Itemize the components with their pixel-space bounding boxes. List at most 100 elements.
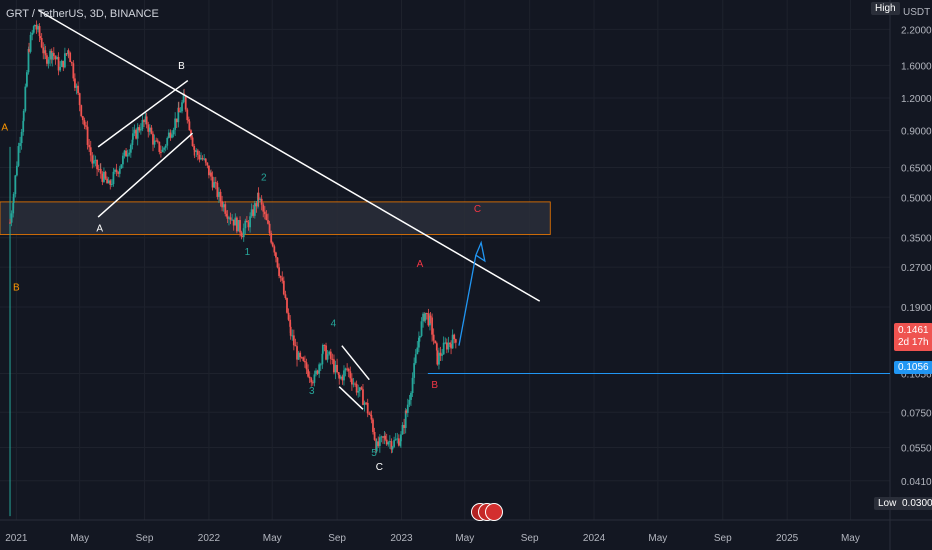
candle-body	[377, 441, 380, 446]
bar-countdown: 2d 17h	[898, 337, 929, 348]
candle-body	[349, 371, 352, 379]
y-tick-label: 0.6500	[901, 164, 932, 175]
wave-label: 3	[309, 386, 315, 397]
candle-body	[241, 236, 244, 238]
candle-body	[319, 364, 322, 366]
candlestick-series	[9, 20, 457, 517]
candle-body	[112, 171, 115, 185]
wave-label: B	[13, 282, 20, 293]
candle-body	[368, 413, 371, 415]
candle-body	[141, 119, 144, 130]
candle-body	[390, 441, 393, 450]
y-tick-label: 0.1056	[901, 370, 932, 381]
x-tick-label: Sep	[328, 533, 346, 544]
candle-body	[52, 52, 55, 57]
candle-body	[163, 147, 165, 150]
candle-body	[292, 335, 295, 346]
candle-body	[139, 129, 142, 131]
candle-body	[136, 127, 139, 139]
candle-body	[59, 66, 62, 71]
candle-body	[307, 369, 309, 377]
candle-body	[12, 202, 15, 214]
candle-body	[300, 357, 303, 359]
candle-body	[218, 191, 220, 197]
candle-body	[245, 220, 248, 223]
candle-body	[184, 95, 187, 110]
candle-body	[74, 78, 76, 88]
wave-label: C	[376, 462, 383, 473]
candle-body	[382, 436, 384, 438]
candle-body	[188, 121, 191, 131]
y-tick-label: 0.3500	[901, 234, 932, 245]
x-tick-label: May	[841, 533, 860, 544]
time-axis[interactable]: 2021 May Sep 2022 May Sep 2023 May Sep 2024 May Sep…	[5, 533, 860, 544]
candle-body	[294, 345, 297, 347]
candle-body	[450, 344, 452, 349]
x-tick-label: May	[70, 533, 89, 544]
candle-body	[54, 56, 57, 60]
candle-body	[427, 313, 430, 326]
candle-body	[94, 159, 97, 161]
candle-body	[93, 160, 95, 164]
candle-body	[179, 111, 182, 113]
candle-body	[123, 150, 126, 156]
candle-body	[328, 351, 331, 355]
x-tick-label: Sep	[714, 533, 732, 544]
candle-body	[297, 352, 300, 360]
candle-body	[86, 126, 89, 145]
candle-body	[47, 59, 50, 64]
candle-body	[200, 158, 202, 160]
candle-body	[362, 389, 364, 405]
candle-body	[96, 159, 98, 170]
candle-body	[257, 192, 260, 200]
candle-body	[355, 383, 358, 393]
candle-body	[279, 275, 282, 278]
candle-body	[406, 404, 409, 413]
candle-body	[435, 343, 438, 351]
candle-body	[125, 150, 127, 157]
candle-body	[126, 154, 129, 157]
event-icon[interactable]	[485, 503, 503, 521]
candle-body	[331, 358, 334, 360]
candle-body	[83, 120, 86, 126]
candle-body	[334, 364, 337, 373]
candle-body	[91, 155, 94, 164]
candle-body	[29, 34, 32, 52]
candle-body	[229, 217, 232, 220]
candle-body	[70, 62, 73, 64]
candle-body	[396, 438, 399, 440]
chart-title: GRT / TetherUS, 3D, BINANCE	[6, 8, 159, 20]
candle-body	[158, 141, 161, 152]
price-axis[interactable]: 2.2000 1.6000 1.2000 0.9000 0.6500 0.5000 0.35…	[901, 25, 932, 487]
candle-body	[267, 220, 269, 224]
candle-body	[429, 315, 432, 318]
candle-body	[37, 26, 39, 30]
y-tick-label: 0.0750	[901, 408, 932, 419]
candle-body	[240, 232, 243, 237]
x-tick-label: May	[648, 533, 667, 544]
candle-body	[167, 132, 170, 138]
candle-body	[339, 376, 342, 379]
candle-body	[210, 172, 212, 177]
candle-body	[394, 439, 397, 441]
candle-body	[152, 133, 154, 145]
candle-body	[235, 217, 238, 232]
resistance-zone	[0, 201, 551, 235]
candle-body	[72, 63, 75, 79]
candle-body	[60, 60, 63, 67]
candle-body	[160, 151, 162, 153]
candle-body	[156, 140, 159, 142]
candle-body	[232, 219, 235, 226]
event-flags[interactable]	[471, 502, 503, 521]
y-tick-label: 0.5000	[901, 193, 932, 204]
candle-body	[424, 312, 427, 321]
candle-body	[186, 109, 189, 121]
y-tick-label: 0.2700	[901, 263, 932, 274]
wave-label: C	[474, 204, 481, 215]
candle-body	[88, 144, 91, 148]
candle-body	[42, 47, 45, 54]
candle-body	[78, 93, 81, 106]
chart-annotations: A B A B 1 2 3 4 5 C A B C	[1, 9, 541, 473]
candle-body	[193, 149, 196, 152]
